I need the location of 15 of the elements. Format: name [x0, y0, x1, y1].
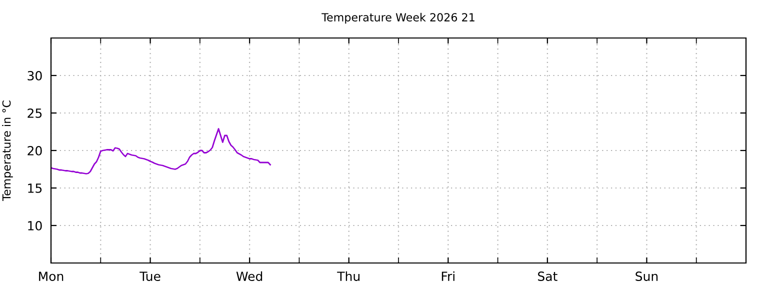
x-tick-label: Thu: [337, 271, 360, 282]
y-tick-label: 15: [28, 184, 42, 193]
y-tick-label: 10: [28, 220, 42, 230]
x-tick-label: Fri: [442, 271, 454, 281]
y-tick-label: 20: [28, 146, 42, 156]
x-tick-label: Sat: [538, 272, 558, 282]
y-tick-label: 30: [28, 70, 42, 80]
x-tick-label: Sun: [636, 272, 658, 282]
line-series: [51, 128, 271, 174]
x-tick-label: Wed: [236, 271, 262, 282]
y-axis-title: Temperature in °C: [2, 100, 13, 201]
x-tick-label: Mon: [39, 272, 64, 282]
chart-title: Temperature Week 2026 21: [322, 12, 474, 24]
x-tick-label: Tue: [140, 272, 160, 282]
y-tick-label: 25: [28, 108, 42, 118]
